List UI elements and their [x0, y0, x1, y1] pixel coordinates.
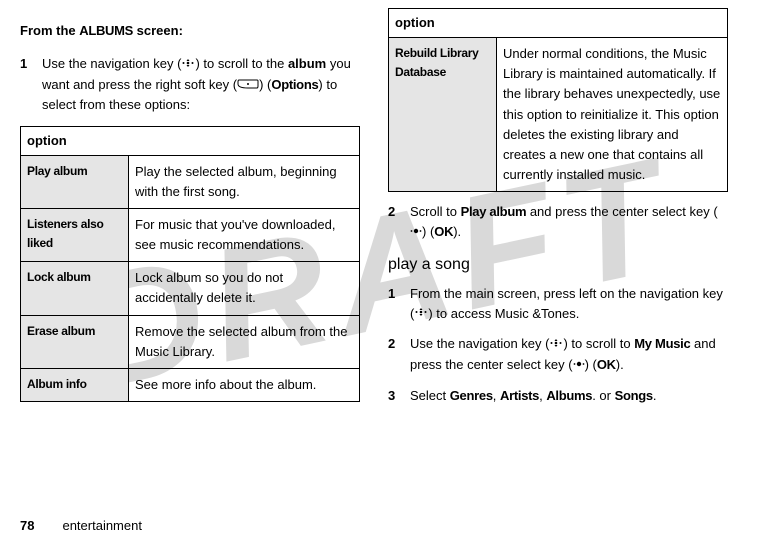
table-row: Listeners also liked For music that you'…	[21, 208, 360, 261]
step-2-body: Scroll to Play album and press the cente…	[410, 202, 728, 243]
play-step-2: 2 Use the navigation key ( ) to scroll to…	[388, 334, 728, 375]
opt-label: Rebuild Library Database	[389, 38, 497, 192]
table-row: Album info See more info about the album…	[21, 368, 360, 401]
play-step-3-body: Select Genres, Artists, Albums. or Songs…	[410, 386, 728, 406]
opt-label: Play album	[21, 155, 129, 208]
section-name: entertainment	[62, 518, 142, 533]
txt: ) to access Music &Tones.	[428, 306, 579, 321]
table-row: Rebuild Library Database Under normal co…	[389, 38, 728, 192]
ok-label: OK	[597, 357, 616, 372]
txt: ) (	[585, 357, 597, 372]
options-table-right: option Rebuild Library Database Under no…	[388, 8, 728, 192]
albums-heading: From the ALBUMS screen:	[20, 21, 360, 41]
txt: Use the navigation key (	[42, 56, 181, 71]
nav-key-icon	[549, 335, 563, 355]
table-header: option	[21, 126, 360, 155]
heading-cond: ALBUMS	[79, 23, 133, 38]
page-footer: 78 entertainment	[20, 518, 142, 533]
txt: Scroll to	[410, 204, 461, 219]
options-label: Options	[271, 77, 318, 92]
table-row: Erase album Remove the selected album fr…	[21, 315, 360, 368]
opt-label: Erase album	[21, 315, 129, 368]
step-2: 2 Scroll to Play album and press the cen…	[388, 202, 728, 243]
page-content: From the ALBUMS screen: 1 Use the naviga…	[0, 0, 757, 416]
opt-desc: Under normal conditions, the Music Libra…	[497, 38, 728, 192]
right-column: option Rebuild Library Database Under no…	[388, 8, 728, 416]
opt-label: Lock album	[21, 262, 129, 315]
txt: ) to scroll to the	[195, 56, 287, 71]
heading-prefix: From the	[20, 23, 79, 38]
softkey-icon	[237, 75, 259, 95]
step-2-number: 2	[388, 202, 410, 243]
table-header: option	[389, 9, 728, 38]
play-song-heading: play a song	[388, 253, 728, 278]
play-step-2-number: 2	[388, 334, 410, 375]
step-1-body: Use the navigation key ( ) to scroll to t…	[42, 54, 360, 115]
txt: . or	[592, 388, 614, 403]
album-bold: album	[288, 56, 326, 71]
txt: ) (	[422, 224, 434, 239]
txt: Use the navigation key (	[410, 336, 549, 351]
opt-desc: Lock album so you do not accidentally de…	[129, 262, 360, 315]
ok-label: OK	[434, 224, 453, 239]
center-key-icon	[410, 223, 422, 243]
txt: ).	[453, 224, 461, 239]
table-row: Play album Play the selected album, begi…	[21, 155, 360, 208]
txt: ,	[493, 388, 500, 403]
play-step-2-body: Use the navigation key ( ) to scroll to M…	[410, 334, 728, 375]
artists-label: Artists	[500, 388, 539, 403]
songs-label: Songs	[615, 388, 653, 403]
left-column: From the ALBUMS screen: 1 Use the naviga…	[20, 8, 360, 416]
opt-label: Album info	[21, 368, 129, 401]
heading-suffix: screen	[133, 23, 179, 38]
nav-key-icon	[181, 55, 195, 75]
play-step-1: 1 From the main screen, press left on th…	[388, 284, 728, 325]
page-number: 78	[20, 518, 34, 533]
albums-label: Albums	[546, 388, 592, 403]
options-table-left: option Play album Play the selected albu…	[20, 126, 360, 402]
play-step-1-number: 1	[388, 284, 410, 325]
my-music-label: My Music	[634, 336, 690, 351]
txt: .	[653, 388, 657, 403]
opt-desc: See more info about the album.	[129, 368, 360, 401]
txt: ) to scroll to	[563, 336, 634, 351]
opt-desc: Play the selected album, beginning with …	[129, 155, 360, 208]
opt-label: Listeners also liked	[21, 208, 129, 261]
nav-key-icon	[414, 304, 428, 324]
step-1-number: 1	[20, 54, 42, 115]
txt: ) (	[259, 77, 271, 92]
txt: Select	[410, 388, 450, 403]
center-key-icon	[573, 356, 585, 376]
txt: and press the center select key (	[526, 204, 717, 219]
opt-desc: Remove the selected album from the Music…	[129, 315, 360, 368]
play-album-label: Play album	[461, 204, 527, 219]
txt: ).	[616, 357, 624, 372]
table-row: Lock album Lock album so you do not acci…	[21, 262, 360, 315]
genres-label: Genres	[450, 388, 493, 403]
step-1: 1 Use the navigation key ( ) to scroll to…	[20, 54, 360, 115]
play-step-1-body: From the main screen, press left on the …	[410, 284, 728, 325]
play-step-3-number: 3	[388, 386, 410, 406]
opt-desc: For music that you've downloaded, see mu…	[129, 208, 360, 261]
play-step-3: 3 Select Genres, Artists, Albums. or Son…	[388, 386, 728, 406]
